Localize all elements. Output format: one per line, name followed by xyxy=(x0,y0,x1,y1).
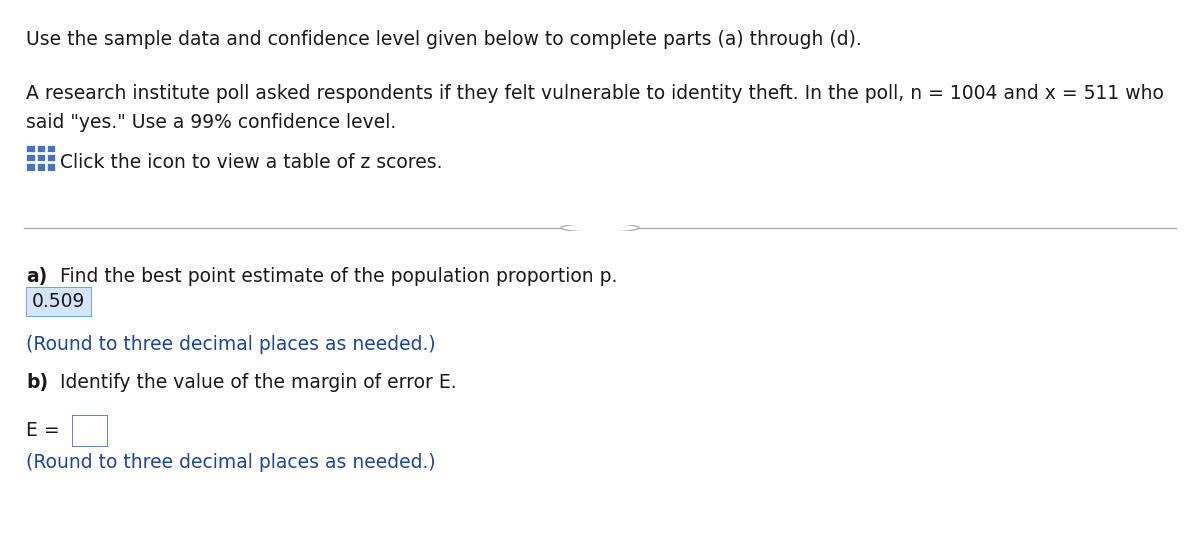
Text: (Round to three decimal places as needed.): (Round to three decimal places as needed… xyxy=(26,335,436,354)
Bar xyxy=(47,154,55,161)
Bar xyxy=(26,154,35,161)
Bar xyxy=(26,164,35,171)
Text: Click the icon to view a table of z scores.: Click the icon to view a table of z scor… xyxy=(60,153,443,172)
Bar xyxy=(37,164,44,171)
Bar xyxy=(26,144,35,152)
Text: (Round to three decimal places as needed.): (Round to three decimal places as needed… xyxy=(26,453,436,473)
Bar xyxy=(37,144,44,152)
Text: Use the sample data and confidence level given below to complete parts (a) throu: Use the sample data and confidence level… xyxy=(26,30,862,49)
Text: E =: E = xyxy=(26,421,60,440)
Text: A research institute poll asked respondents if they felt vulnerable to identity : A research institute poll asked responde… xyxy=(26,84,1164,104)
Text: said "yes." Use a 99% confidence level.: said "yes." Use a 99% confidence level. xyxy=(26,113,397,132)
Text: ...: ... xyxy=(595,223,605,233)
Bar xyxy=(37,154,44,161)
Text: 0.509: 0.509 xyxy=(31,292,85,311)
Bar xyxy=(47,164,55,171)
Text: b): b) xyxy=(26,373,48,392)
Ellipse shape xyxy=(562,223,640,232)
Text: Find the best point estimate of the population proportion p.: Find the best point estimate of the popu… xyxy=(60,267,617,286)
Text: a): a) xyxy=(26,267,48,286)
Text: Identify the value of the margin of error E.: Identify the value of the margin of erro… xyxy=(60,373,457,392)
Bar xyxy=(47,144,55,152)
